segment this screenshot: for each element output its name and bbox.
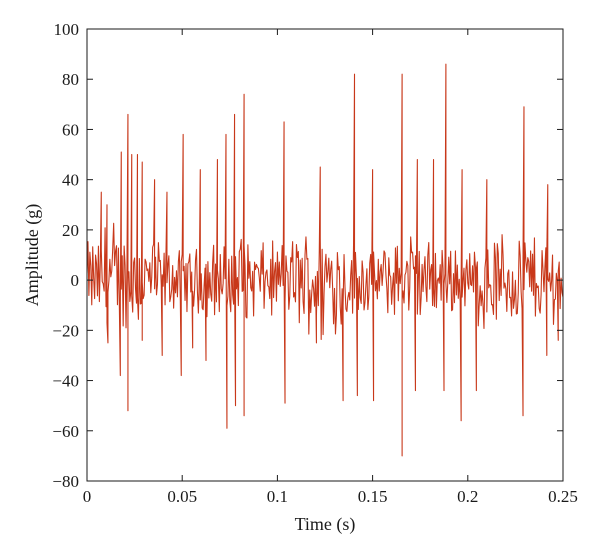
y-tick-label: 20 <box>62 221 79 240</box>
y-axis-label: Amplitude (g) <box>22 204 43 306</box>
y-tick-label: 80 <box>62 70 79 89</box>
x-tick-label: 0.15 <box>358 487 388 506</box>
x-axis-label: Time (s) <box>295 514 356 535</box>
y-tick-label: −80 <box>52 472 79 491</box>
x-tick-label: 0.25 <box>548 487 578 506</box>
y-tick-label: −40 <box>52 372 79 391</box>
plot-frame <box>86 28 564 482</box>
x-tick-label: 0.2 <box>457 487 478 506</box>
axes: 0 0.05 0.1 0.15 0.2 0.25 −80 −60 −40 −20 0 20 40 60 80… <box>52 20 577 506</box>
x-tick-label: 0 <box>83 487 92 506</box>
x-tick-label: 0.05 <box>167 487 197 506</box>
y-tick-label: −60 <box>52 422 79 441</box>
y-tick-label: 100 <box>54 20 80 39</box>
series-line-0 <box>87 63 563 457</box>
x-tick-label: 0.1 <box>267 487 288 506</box>
plot-area <box>87 63 563 457</box>
y-tick-label: 60 <box>62 120 79 139</box>
y-tick-label: −20 <box>52 321 79 340</box>
y-tick-label: 40 <box>62 171 79 190</box>
y-tick-label: 0 <box>71 271 80 290</box>
